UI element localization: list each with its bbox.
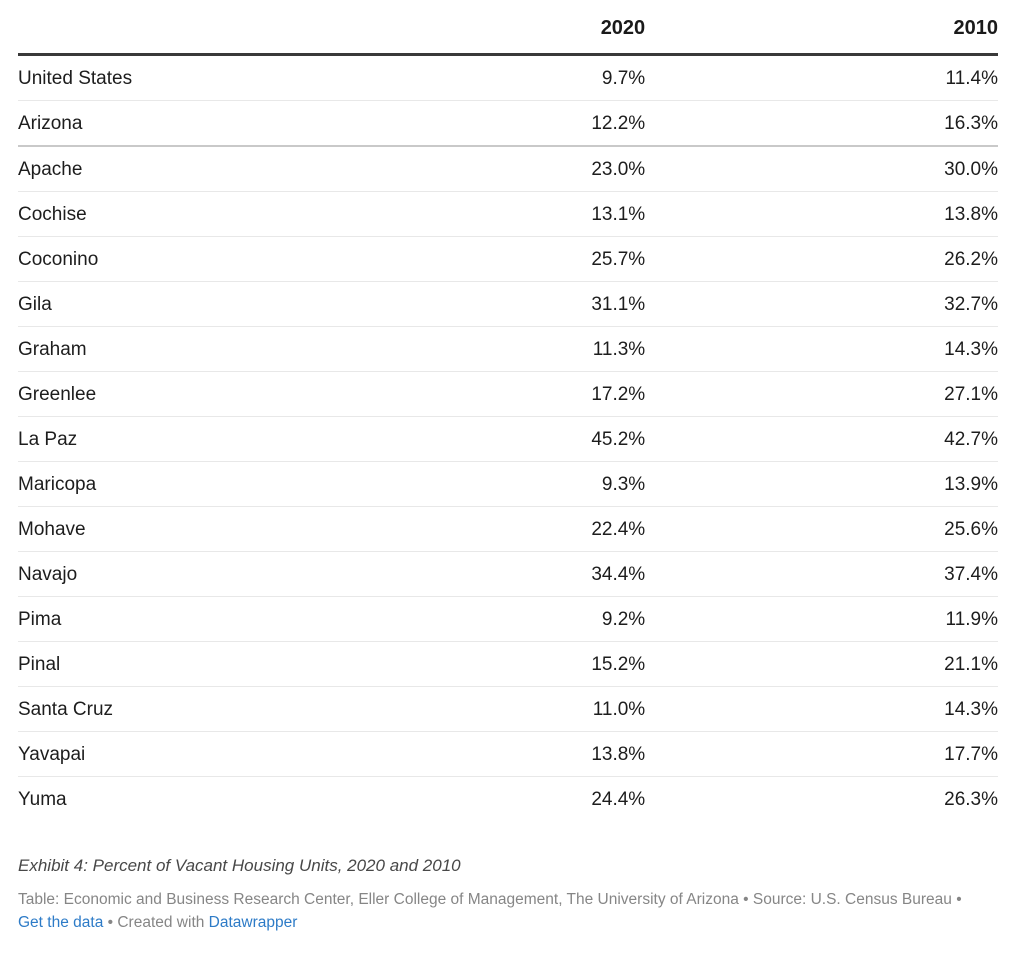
value-2020: 11.3% (459, 326, 646, 372)
table-header-row: 2020 2010 (18, 2, 998, 56)
value-2020: 17.2% (459, 371, 646, 417)
vacancy-table: 2020 2010 United States 9.7% 11.4% Arizona 1… (18, 2, 998, 821)
column-header-name (18, 2, 459, 56)
row-label: Graham (18, 326, 459, 372)
table-caption: Exhibit 4: Percent of Vacant Housing Uni… (18, 856, 461, 875)
table-row: Maricopa 9.3% 13.9% (18, 461, 998, 507)
column-header-2010: 2010 (645, 2, 998, 56)
value-2010: 42.7% (645, 416, 998, 462)
get-the-data-link[interactable]: Get the data (18, 914, 104, 931)
table-row: Gila 31.1% 32.7% (18, 281, 998, 327)
attribution-separator: • Created with (103, 914, 209, 931)
table-row: Apache 23.0% 30.0% (18, 146, 998, 192)
value-2020: 12.2% (459, 100, 646, 147)
value-2020: 31.1% (459, 281, 646, 327)
attribution-text: Table: Economic and Business Research Ce… (18, 891, 962, 908)
datawrapper-link[interactable]: Datawrapper (208, 914, 298, 931)
value-2020: 23.0% (459, 146, 646, 192)
row-label: Yavapai (18, 731, 459, 777)
row-label: Maricopa (18, 461, 459, 507)
value-2010: 32.7% (645, 281, 998, 327)
value-2010: 16.3% (645, 100, 998, 147)
table-row: Pinal 15.2% 21.1% (18, 641, 998, 687)
table-row: Cochise 13.1% 13.8% (18, 191, 998, 237)
table-row: Mohave 22.4% 25.6% (18, 506, 998, 552)
value-2020: 13.8% (459, 731, 646, 777)
attribution: Table: Economic and Business Research Ce… (18, 888, 974, 934)
value-2020: 13.1% (459, 191, 646, 237)
value-2020: 9.7% (459, 54, 646, 101)
row-label: United States (18, 54, 459, 101)
table-row: Yuma 24.4% 26.3% (18, 777, 998, 822)
table-header: 2020 2010 (18, 2, 998, 56)
value-2010: 26.2% (645, 236, 998, 282)
value-2010: 17.7% (645, 731, 998, 777)
table-row: Navajo 34.4% 37.4% (18, 551, 998, 597)
value-2020: 9.2% (459, 596, 646, 642)
row-label: Greenlee (18, 371, 459, 417)
value-2020: 45.2% (459, 416, 646, 462)
row-label: Mohave (18, 506, 459, 552)
table-row: Graham 11.3% 14.3% (18, 326, 998, 372)
value-2010: 11.9% (645, 596, 998, 642)
row-label: Arizona (18, 100, 459, 147)
value-2010: 13.8% (645, 191, 998, 237)
table-row: Santa Cruz 11.0% 14.3% (18, 686, 998, 732)
table-row: La Paz 45.2% 42.7% (18, 416, 998, 462)
value-2020: 15.2% (459, 641, 646, 687)
value-2010: 25.6% (645, 506, 998, 552)
value-2020: 22.4% (459, 506, 646, 552)
value-2010: 30.0% (645, 146, 998, 192)
row-label: Santa Cruz (18, 686, 459, 732)
table-row: Arizona 12.2% 16.3% (18, 100, 998, 147)
table-row: Pima 9.2% 11.9% (18, 596, 998, 642)
row-label: Gila (18, 281, 459, 327)
row-label: Navajo (18, 551, 459, 597)
row-label: Pima (18, 596, 459, 642)
table-row: Yavapai 13.8% 17.7% (18, 731, 998, 777)
table-body: United States 9.7% 11.4% Arizona 12.2% 16.3% A… (18, 54, 998, 822)
value-2020: 24.4% (591, 788, 646, 810)
value-2010: 13.9% (645, 461, 998, 507)
row-label: Cochise (18, 191, 459, 237)
row-label: Apache (18, 146, 459, 192)
table-row: Greenlee 17.2% 27.1% (18, 371, 998, 417)
row-label: La Paz (18, 416, 459, 462)
value-2010: 14.3% (645, 326, 998, 372)
value-2020: 9.3% (459, 461, 646, 507)
value-2010: 21.1% (645, 641, 998, 687)
table-row: United States 9.7% 11.4% (18, 54, 998, 101)
value-2010: 37.4% (645, 551, 998, 597)
table-row: Coconino 25.7% 26.2% (18, 236, 998, 282)
value-2020: 34.4% (459, 551, 646, 597)
value-2010: 14.3% (645, 686, 998, 732)
row-label: Coconino (18, 236, 459, 282)
value-2020: 25.7% (459, 236, 646, 282)
value-2010: 26.3% (944, 788, 998, 810)
row-label: Yuma (18, 788, 67, 810)
value-2020: 11.0% (459, 686, 646, 732)
row-label: Pinal (18, 641, 459, 687)
column-header-2020: 2020 (459, 2, 646, 56)
value-2010: 11.4% (645, 54, 998, 101)
value-2010: 27.1% (645, 371, 998, 417)
